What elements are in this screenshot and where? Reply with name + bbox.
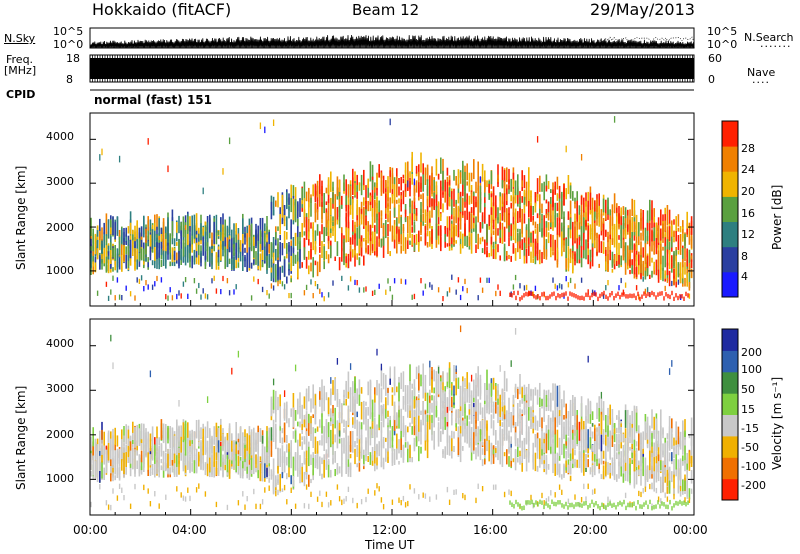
velocity-ytick: 1000 (46, 472, 74, 485)
freq-tick-top: 18 (66, 52, 80, 65)
x-tick: 00:00 (73, 523, 108, 537)
velocity-cbar-tick: -15 (741, 422, 759, 435)
freq-band (90, 58, 694, 79)
velocity-cbar-tick: -100 (741, 460, 766, 473)
power-cbar-tick: 24 (741, 163, 755, 176)
power-cbar-tick: 4 (741, 270, 748, 283)
x-tick: 04:00 (172, 523, 207, 537)
nave-label: Nave (747, 66, 776, 79)
velocity-ytick: 2000 (46, 428, 74, 441)
freq-nave-panel (89, 55, 694, 82)
x-tick: 08:00 (272, 523, 307, 537)
power-ytick: 1000 (46, 264, 74, 277)
velocity-cbar-tick: 200 (741, 346, 762, 359)
power-ytick: 3000 (46, 175, 74, 188)
power-cbar-tick: 28 (741, 142, 755, 155)
x-tick: 00:00 (673, 523, 708, 537)
freq-units-label: [MHz] (4, 64, 37, 77)
power-cbar-tick: 8 (741, 250, 748, 263)
nave-tick-bottom: 0 (708, 73, 715, 86)
velocity-panel (90, 325, 693, 511)
nsky-trace (89, 34, 695, 49)
velocity-cbar-tick: 15 (741, 403, 755, 416)
nsearch-dots: ······· (760, 40, 792, 53)
power-cbar-tick: 12 (741, 228, 755, 241)
power-ytick: 4000 (46, 130, 74, 143)
power-cbar-tick: 16 (741, 207, 755, 220)
x-tick: 12:00 (372, 523, 407, 537)
nsearch-tick-bottom: 10^0 (707, 38, 738, 51)
nave-tick-top: 60 (708, 52, 722, 65)
cpid-label: CPID (6, 88, 36, 101)
velocity-ytick: 4000 (46, 337, 74, 350)
velocity-cbar-tick: -200 (741, 479, 766, 492)
nsky-label: N.Sky (4, 32, 36, 45)
site-title: Hokkaido (fitACF) (92, 0, 232, 19)
power-ytick: 2000 (46, 221, 74, 234)
nsearch-trace (599, 36, 695, 43)
nsky-panel (89, 34, 695, 49)
cpid-value: normal (fast) 151 (94, 93, 212, 107)
velocity-ytick: 3000 (46, 382, 74, 395)
nsearch-tick-top: 10^5 (707, 25, 738, 38)
nsky-tick-bottom: 10^0 (53, 38, 84, 51)
power-cbar-tick: 20 (741, 185, 755, 198)
velocity-cbar-tick: 50 (741, 383, 755, 396)
nsky-tick-top: 10^5 (53, 25, 84, 38)
beam-title: Beam 12 (352, 1, 420, 19)
x-tick: 20:00 (573, 523, 608, 537)
nave-dots: ···· (752, 76, 770, 89)
date-title: 29/May/2013 (590, 0, 695, 19)
nsearch-label: N.Search (744, 31, 794, 44)
freq-label: Freq. (6, 53, 34, 66)
x-axis-label: Time UT (365, 538, 415, 552)
power-panel (90, 116, 693, 302)
freq-tick-bottom: 8 (66, 73, 73, 86)
x-tick: 16:00 (473, 523, 508, 537)
velocity-cbar-tick: 100 (741, 363, 762, 376)
velocity-cbar-tick: -50 (741, 441, 759, 454)
